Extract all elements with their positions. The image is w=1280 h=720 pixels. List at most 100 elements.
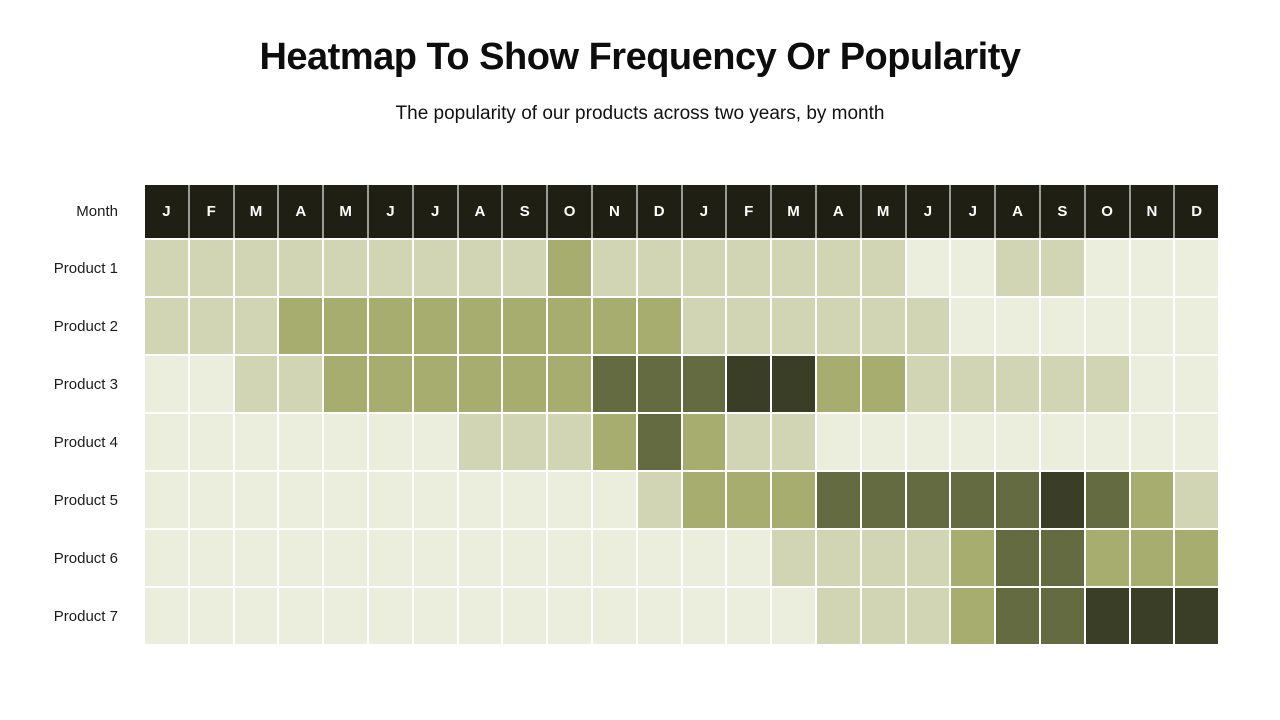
heatmap-cell [906, 240, 950, 296]
heatmap-cell [682, 472, 726, 528]
heatmap-cell [1130, 414, 1174, 470]
heatmap-cell [772, 356, 815, 412]
heatmap-cell [682, 530, 726, 586]
heatmap-cell [145, 472, 188, 528]
heatmap-cell [906, 472, 950, 528]
heatmap-cell [324, 472, 367, 528]
heatmap-cell [951, 298, 995, 354]
month-header-cell: O [1085, 185, 1129, 238]
heatmap-cell [996, 240, 1039, 296]
heatmap-cell [1085, 356, 1129, 412]
heatmap-cell [592, 472, 636, 528]
heatmap-cell [1130, 530, 1174, 586]
month-header-cell: J [145, 185, 188, 238]
heatmap-row: Product 7 [0, 588, 1219, 644]
heatmap-cell [951, 240, 995, 296]
heatmap-cell [1040, 472, 1084, 528]
month-header-cell: A [279, 185, 323, 238]
heatmap-cell [592, 298, 636, 354]
heatmap-cell [861, 530, 905, 586]
heatmap-cell [1130, 356, 1174, 412]
heatmap-cell [279, 414, 323, 470]
heatmap-cell [816, 356, 860, 412]
heatmap-cell [727, 356, 771, 412]
heatmap-cell [189, 356, 233, 412]
heatmap-cell [1085, 298, 1129, 354]
heatmap-cell [279, 298, 323, 354]
heatmap-cell [727, 414, 771, 470]
heatmap-cell [772, 240, 815, 296]
product-label: Product 7 [0, 588, 143, 644]
heatmap-cell [1175, 240, 1219, 296]
heatmap-cell [548, 414, 591, 470]
heatmap-cell [951, 414, 995, 470]
heatmap-cell [1175, 530, 1219, 586]
heatmap-cell [637, 356, 681, 412]
heatmap-cell [951, 472, 995, 528]
heatmap-cell [951, 588, 995, 644]
heatmap-cell [503, 530, 547, 586]
heatmap-row-cells [145, 472, 1219, 528]
heatmap-cell [637, 472, 681, 528]
heatmap-cell [861, 298, 905, 354]
heatmap-cell [458, 530, 502, 586]
heatmap-cell [189, 530, 233, 586]
heatmap-cell [682, 414, 726, 470]
heatmap-row: Product 5 [0, 472, 1219, 528]
heatmap-cell [189, 472, 233, 528]
heatmap-cell [368, 530, 412, 586]
heatmap-cell [906, 356, 950, 412]
page-subtitle: The popularity of our products across tw… [395, 103, 885, 124]
heatmap-row: Product 1 [0, 240, 1219, 296]
heatmap-cell [1175, 414, 1219, 470]
heatmap-cell [772, 530, 815, 586]
heatmap-cell [772, 588, 815, 644]
heatmap-cell [189, 240, 233, 296]
heatmap-cell [592, 240, 636, 296]
month-header-cell: D [1175, 185, 1219, 238]
heatmap-cell [682, 298, 726, 354]
month-header-cell: J [682, 185, 726, 238]
heatmap-cell [592, 356, 636, 412]
heatmap-cell [234, 240, 278, 296]
heatmap-cell [1040, 588, 1084, 644]
heatmap-row: Product 6 [0, 530, 1219, 586]
heatmap-cell [592, 414, 636, 470]
heatmap-cell [458, 356, 502, 412]
month-header-cell: S [503, 185, 547, 238]
heatmap-cell [816, 472, 860, 528]
month-header-cell: A [816, 185, 860, 238]
heatmap-cell [1085, 240, 1129, 296]
month-corner-label: Month [0, 185, 143, 238]
heatmap-cell [1040, 240, 1084, 296]
heatmap-cell [279, 530, 323, 586]
heatmap-cell [1175, 588, 1219, 644]
heatmap-cell [951, 530, 995, 586]
heatmap-row-cells [145, 588, 1219, 644]
heatmap-cell [368, 240, 412, 296]
heatmap-cell [861, 414, 905, 470]
heatmap-cell [458, 472, 502, 528]
month-header-cell: A [996, 185, 1039, 238]
heatmap-row-cells [145, 298, 1219, 354]
heatmap-cell [996, 298, 1039, 354]
heatmap-row: Product 4 [0, 414, 1219, 470]
heatmap-cell [368, 414, 412, 470]
month-header-cell: N [1130, 185, 1174, 238]
heatmap-cell [189, 298, 233, 354]
heatmap-cell [861, 240, 905, 296]
heatmap-row-cells [145, 414, 1219, 470]
month-header-cell: M [324, 185, 367, 238]
heatmap-cell [368, 298, 412, 354]
heatmap-cell [861, 356, 905, 412]
heatmap-cell [548, 472, 591, 528]
heatmap-cell [413, 356, 457, 412]
month-header-cell: O [548, 185, 591, 238]
heatmap-cell [906, 588, 950, 644]
heatmap-cell [637, 240, 681, 296]
month-header-cell: S [1040, 185, 1084, 238]
heatmap-cell [234, 530, 278, 586]
month-header-cell: A [458, 185, 502, 238]
